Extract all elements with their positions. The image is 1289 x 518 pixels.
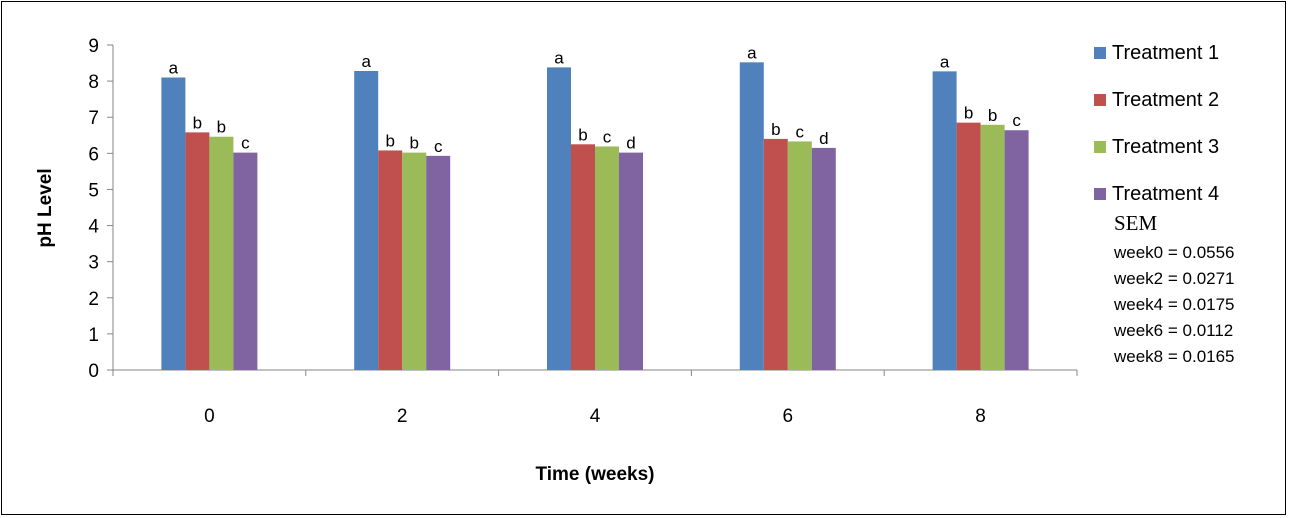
bar-significance-letter: b <box>578 125 587 144</box>
bar-significance-letter: b <box>217 118 226 137</box>
legend-item: Treatment 4 <box>1094 183 1279 205</box>
sem-values: week0 = 0.0556 week2 = 0.0271 week4 = 0.01… <box>1094 240 1279 370</box>
y-tick-label: 5 <box>88 180 99 201</box>
y-tick-label: 3 <box>88 253 99 274</box>
legend-swatch <box>1094 47 1106 59</box>
x-tick-label: 6 <box>783 406 794 427</box>
bar-significance-letter: c <box>1012 111 1021 130</box>
bar <box>354 71 379 370</box>
y-tick-label: 8 <box>88 72 99 93</box>
legend-swatch <box>1094 94 1106 106</box>
bar <box>426 155 451 370</box>
bar <box>811 147 836 370</box>
sem-value-line: week0 = 0.0556 <box>1114 243 1235 262</box>
legend-label: Treatment 3 <box>1112 135 1220 158</box>
y-tick-label: 4 <box>88 217 99 238</box>
x-axis-title: Time (weeks) <box>536 464 655 485</box>
y-tick-label: 9 <box>88 36 99 57</box>
x-tick-label: 2 <box>397 406 408 427</box>
bar <box>378 150 403 370</box>
bar-significance-letter: c <box>241 134 250 153</box>
bar <box>980 124 1005 370</box>
bar <box>956 122 981 370</box>
x-tick-label: 4 <box>590 406 601 427</box>
sem-value-line: week6 = 0.0112 <box>1114 321 1234 340</box>
x-tick-label: 0 <box>204 406 215 427</box>
sem-title: SEM <box>1114 211 1158 235</box>
legend-items: Treatment 1 Treatment 2 Treatment 3 Treatme… <box>1094 42 1279 205</box>
bar-significance-letter: a <box>361 52 371 71</box>
bar <box>233 152 258 370</box>
bar-significance-letter: d <box>626 134 635 153</box>
y-axis: 0 1 2 3 4 5 6 7 8 9 <box>88 36 114 382</box>
bar <box>787 141 812 370</box>
y-tick-label: 0 <box>88 361 99 382</box>
sem-value-line: week2 = 0.0271 <box>1114 269 1235 288</box>
x-axis: 0 2 4 6 8 <box>112 369 1078 427</box>
bar-significance-letter: c <box>603 127 612 146</box>
bar-significance-letter: a <box>940 52 950 71</box>
bar <box>209 136 234 370</box>
bar <box>547 67 571 370</box>
y-tick-label: 6 <box>88 144 99 165</box>
bar-significance-letter: d <box>819 129 828 148</box>
bars <box>161 62 1029 370</box>
bar <box>619 152 643 370</box>
bar <box>932 71 957 370</box>
bar-significance-letter: c <box>434 137 443 156</box>
y-axis-title: pH Level <box>35 168 56 247</box>
bar <box>595 146 619 370</box>
bar-significance-letter: b <box>409 134 418 153</box>
legend-swatch <box>1094 188 1106 200</box>
sem-value-line: week8 = 0.0165 <box>1114 347 1235 366</box>
y-tick-label: 7 <box>88 108 99 129</box>
bar-significance-letter: b <box>385 131 394 150</box>
bar <box>763 138 788 370</box>
bar <box>161 77 186 370</box>
bar-significance-letter: c <box>796 122 805 141</box>
legend-item: Treatment 1 <box>1094 42 1279 64</box>
bar <box>402 152 427 370</box>
bar-significance-letter: b <box>964 104 973 123</box>
bar <box>185 132 210 370</box>
legend-swatch <box>1094 141 1106 153</box>
legend-label: Treatment 4 <box>1112 182 1220 205</box>
bar-significance-letter: a <box>747 43 757 62</box>
x-tick-label: 8 <box>975 406 986 427</box>
bar-significance-letter: b <box>988 106 997 125</box>
bar-significance-letter: a <box>554 48 564 67</box>
legend: Treatment 1 Treatment 2 Treatment 3 Treatme… <box>1094 42 1279 370</box>
bar <box>571 144 595 370</box>
legend-label: Treatment 2 <box>1112 88 1220 111</box>
bar <box>1004 130 1029 370</box>
legend-label: Treatment 1 <box>1112 41 1220 64</box>
bar <box>739 62 764 370</box>
y-tick-label: 2 <box>88 289 99 310</box>
bar-significance-letter: b <box>771 120 780 139</box>
bar-significance-letter: a <box>169 59 179 78</box>
legend-item: Treatment 3 <box>1094 136 1279 158</box>
y-tick-label: 1 <box>88 325 99 346</box>
bar-significance-letter: b <box>193 113 202 132</box>
sem-value-line: week4 = 0.0175 <box>1114 295 1235 314</box>
legend-item: Treatment 2 <box>1094 89 1279 111</box>
